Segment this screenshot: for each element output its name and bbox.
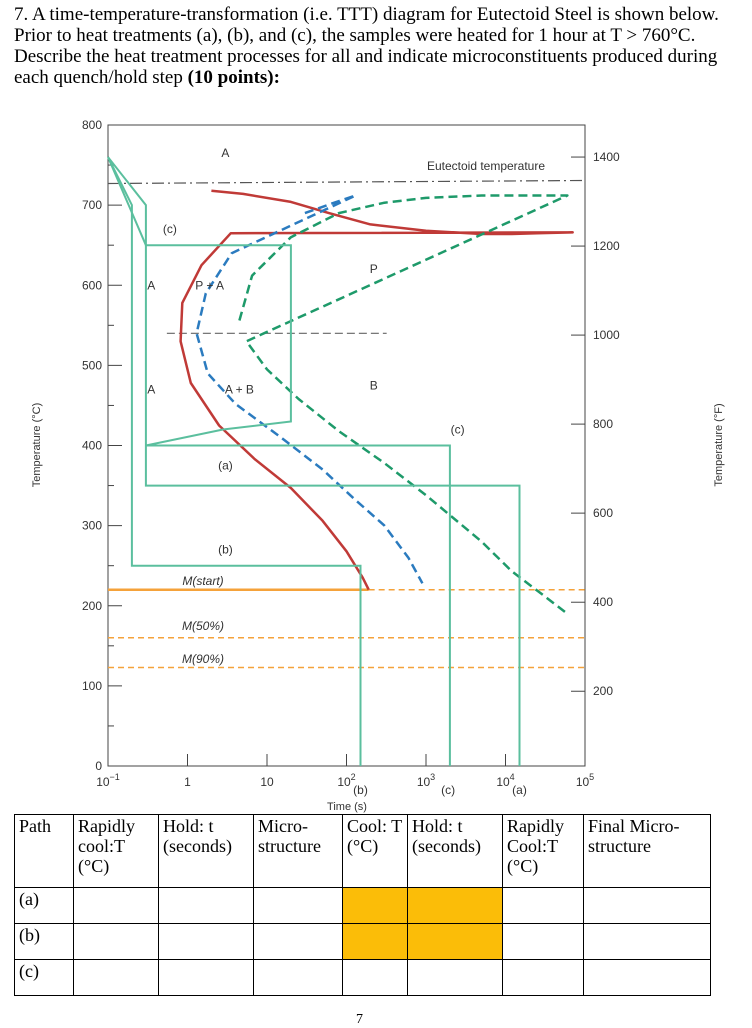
y-tick-label: 800	[82, 118, 102, 132]
region-label: (c)	[441, 783, 455, 797]
answer-table: Path Rapidly cool:T (°C) Hold: t (second…	[14, 814, 711, 996]
m-90-label: M(90%)	[182, 652, 224, 666]
y2-tick-label: 400	[593, 595, 613, 609]
y2-tick-label: 1400	[593, 150, 620, 164]
answer-cell[interactable]	[253, 923, 343, 960]
question-number: 7.	[14, 4, 29, 25]
header-final-microstructure: Final Micro-structure	[583, 814, 711, 888]
region-label: A	[147, 382, 155, 396]
question-text: 7. A time-temperature-transformation (i.…	[14, 4, 744, 88]
path-b-line	[107, 156, 362, 766]
region-label: A + B	[225, 382, 254, 396]
transformation-50pct-curve	[195, 194, 424, 584]
answer-cell[interactable]	[73, 887, 159, 924]
path-cell: (b)	[14, 923, 74, 960]
header-path: Path	[14, 814, 74, 888]
answer-cell[interactable]	[583, 923, 711, 960]
x-tick-label: 10	[260, 775, 274, 789]
answer-cell[interactable]	[158, 923, 254, 960]
answer-cell[interactable]	[73, 959, 159, 996]
cooling-paths	[107, 156, 521, 766]
martensite-lines	[108, 332, 585, 669]
y-axis-label: Temperature (°C)	[31, 403, 43, 487]
transformation-start-curve	[179, 189, 574, 591]
answer-cell[interactable]	[253, 959, 343, 996]
answer-cell[interactable]	[583, 887, 711, 924]
y2-tick-label: 1000	[593, 328, 620, 342]
table-row: (a)	[14, 887, 711, 924]
y-tick-label: 500	[82, 358, 102, 372]
region-label: (b)	[218, 543, 233, 557]
answer-cell[interactable]	[407, 959, 503, 996]
y2-tick-label: 1200	[593, 239, 620, 253]
header-rapid-cool-2: Rapidly Cool:T (°C)	[502, 814, 584, 888]
answer-cell[interactable]	[583, 959, 711, 996]
table-row: (c)	[14, 959, 711, 996]
answer-cell[interactable]	[253, 887, 343, 924]
region-label: (c)	[451, 422, 465, 436]
x-axis-label: Time (s)	[327, 801, 367, 813]
y2-tick-label: 600	[593, 506, 613, 520]
x-tick-label: 105	[576, 772, 594, 789]
ttt-diagram: 0 100 200 300 400 500 600 700 800 200 400 600 800 100…	[31, 118, 725, 813]
transformation-curves	[179, 189, 574, 615]
region-labels: A A A P + A A + B P B (c) (c) (a) (b) (b) (c) (a)	[147, 146, 527, 797]
region-label: P	[370, 262, 378, 276]
blocked-cell	[342, 923, 408, 960]
x-tick-label: 10−1	[96, 772, 120, 789]
answer-cell[interactable]	[158, 959, 254, 996]
page-number: 7	[356, 1012, 363, 1027]
answer-cell[interactable]	[158, 887, 254, 924]
y-tick-label: 700	[82, 198, 102, 212]
m-start-label: M(start)	[182, 574, 223, 588]
question-body: A time-temperature-transformation (i.e. …	[14, 4, 719, 88]
question-points: (10 points):	[187, 67, 280, 88]
x-tick-label: 103	[417, 772, 435, 789]
header-microstructure: Micro-structure	[253, 814, 343, 888]
transformation-end-curve	[238, 194, 569, 615]
y-tick-label: 100	[82, 679, 102, 693]
table-header-row: Path Rapidly cool:T (°C) Hold: t (second…	[14, 814, 711, 888]
region-label: (a)	[512, 783, 527, 797]
answer-cell[interactable]	[73, 923, 159, 960]
y-tick-label: 400	[82, 439, 102, 453]
answer-cell[interactable]	[502, 887, 584, 924]
blocked-cell	[407, 887, 503, 924]
blocked-cell	[407, 923, 503, 960]
path-c-line	[107, 156, 451, 766]
y-tick-label: 600	[82, 278, 102, 292]
answer-cell[interactable]	[502, 959, 584, 996]
region-label: (b)	[353, 783, 368, 797]
path-cell: (c)	[14, 959, 74, 996]
region-label: P + A	[195, 278, 224, 292]
y2-tick-label: 800	[593, 417, 613, 431]
y-tick-label: 0	[95, 759, 102, 773]
y2-tick-label: 200	[593, 684, 613, 698]
y-tick-label: 200	[82, 599, 102, 613]
region-label: A	[221, 146, 229, 160]
answer-cell[interactable]	[502, 923, 584, 960]
eutectoid-line	[107, 179, 586, 185]
y2-axis-label: Temperature (°F)	[713, 403, 725, 486]
table-row: (b)	[14, 923, 711, 960]
answer-cell[interactable]	[342, 959, 408, 996]
m-50-label: M(50%)	[182, 619, 224, 633]
path-cell: (a)	[14, 887, 74, 924]
region-label: (c)	[163, 222, 177, 236]
region-label: (a)	[218, 459, 233, 473]
blocked-cell	[342, 887, 408, 924]
x-tick-label: 1	[184, 775, 191, 789]
header-hold-1: Hold: t (seconds)	[158, 814, 254, 888]
header-rapid-cool-1: Rapidly cool:T (°C)	[73, 814, 159, 888]
path-a-line	[107, 156, 521, 766]
header-hold-2: Hold: t (seconds)	[407, 814, 503, 888]
eutectoid-label: Eutectoid temperature	[427, 159, 545, 173]
region-label: B	[370, 378, 378, 392]
region-label: A	[147, 278, 155, 292]
header-cool: Cool: T (°C)	[342, 814, 408, 888]
y-tick-label: 300	[82, 519, 102, 533]
